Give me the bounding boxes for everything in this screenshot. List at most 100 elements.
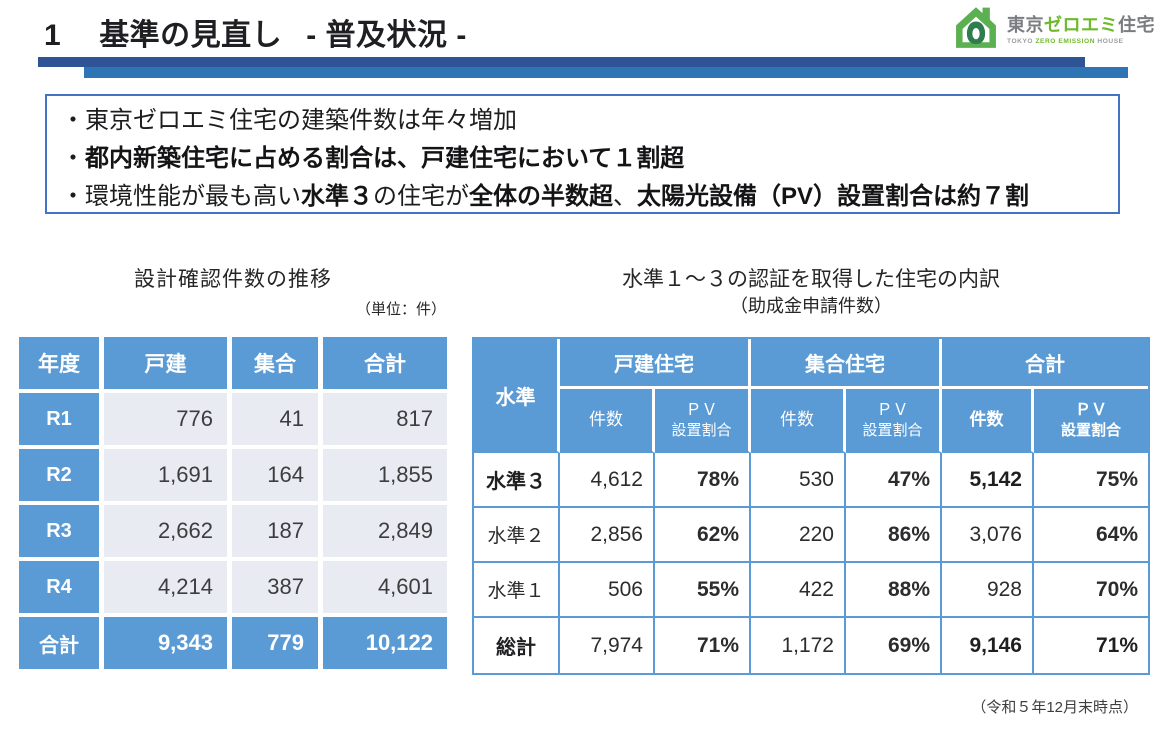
- certification-breakdown-section: 水準１～３の認証を取得した住宅の内訳 （助成金申請件数） 水準 戸建住宅 集合住…: [472, 266, 1150, 675]
- value-cell: 1,855: [323, 449, 447, 501]
- value-cell-total: 9,146: [942, 618, 1034, 673]
- pv-ratio-label: 設置割合: [1060, 422, 1121, 440]
- group-header-detached: 戸建住宅: [560, 339, 751, 389]
- table-row: R2 1,691 164 1,855: [19, 449, 447, 501]
- logo-name-part: 住宅: [1118, 15, 1155, 36]
- value-cell: 7,974: [560, 618, 655, 673]
- grand-total-row: 総計 7,974 71% 1,172 69% 9,146 71%: [474, 618, 1148, 673]
- row-label: R4: [19, 561, 99, 613]
- bullet-text-segment: 水準３: [301, 183, 373, 210]
- bullet-text-segment: 太陽光設備（PV）設置割合は約７割: [637, 183, 1030, 210]
- column-header-year: 年度: [19, 337, 99, 389]
- row-label-level1: 水準１: [474, 563, 560, 618]
- pv-ratio-cell-total: 71%: [1034, 618, 1148, 673]
- value-cell: 2,662: [104, 505, 227, 557]
- pv-ratio-cell: 86%: [846, 508, 942, 563]
- sub-header-row: 件数 ＰＶ 設置割合 件数 ＰＶ 設置割合 件数 ＰＶ 設置割合: [474, 389, 1148, 453]
- value-cell: 3,076: [942, 508, 1034, 563]
- row-label: R1: [19, 393, 99, 445]
- value-cell: 2,856: [560, 508, 655, 563]
- pv-label: ＰＶ: [1074, 402, 1107, 420]
- value-cell: 530: [751, 453, 846, 508]
- design-confirmation-section: 設計確認件数の推移 （単位：件） 年度 戸建 集合 合計 R1 776 41 8…: [14, 266, 452, 673]
- design-confirmation-table: 年度 戸建 集合 合計 R1 776 41 817 R2 1,691 164 1: [14, 333, 452, 673]
- value-cell: 220: [751, 508, 846, 563]
- right-table-subtitle: （助成金申請件数）: [730, 296, 892, 316]
- header-row: 年度 戸建 集合 合計: [19, 337, 447, 389]
- value-cell: 2,849: [323, 505, 447, 557]
- bullet-text-segment: の住宅が: [373, 183, 469, 210]
- value-cell-total: 779: [232, 617, 318, 669]
- pv-ratio-cell: 55%: [655, 563, 751, 618]
- bullet-text-segment: 全体の半数超: [469, 183, 613, 210]
- group-header-row: 水準 戸建住宅 集合住宅 合計: [474, 339, 1148, 453]
- right-table-frame: 水準 戸建住宅 集合住宅 合計 件数 ＰＶ 設置割合 件数 ＰＶ 設置割合 件数 Ｐ…: [472, 337, 1150, 675]
- pv-ratio-label: 設置割合: [862, 422, 923, 440]
- bullet-line: ・環境性能が最も高い水準３の住宅が全体の半数超、太陽光設備（PV）設置割合は約７…: [61, 178, 1104, 216]
- table-row: 水準３ 4,612 78% 530 47% 5,142 75%: [474, 453, 1148, 508]
- pv-label: ＰＶ: [685, 402, 718, 420]
- pv-ratio-cell: 64%: [1034, 508, 1148, 563]
- row-label: R3: [19, 505, 99, 557]
- pv-ratio-cell: 47%: [846, 453, 942, 508]
- page-title-text: 基準の見直し: [99, 19, 283, 52]
- value-cell: 1,172: [751, 618, 846, 673]
- sub-header-count: 件数: [560, 389, 655, 453]
- bullet-text-segment: 、: [613, 183, 637, 210]
- value-cell: 928: [942, 563, 1034, 618]
- pv-ratio-cell: 78%: [655, 453, 751, 508]
- bullet-line: ・東京ゼロエミ住宅の建築件数は年々増加: [61, 102, 1104, 140]
- certification-breakdown-table: 水準 戸建住宅 集合住宅 合計 件数 ＰＶ 設置割合 件数 ＰＶ 設置割合 件数 Ｐ…: [474, 339, 1148, 673]
- bullet-line: ・都内新築住宅に占める割合は、戸建住宅において１割超: [61, 140, 1104, 178]
- sub-header-pv-ratio: ＰＶ 設置割合: [655, 389, 751, 453]
- pv-ratio-cell: 69%: [846, 618, 942, 673]
- column-header-total: 合計: [323, 337, 447, 389]
- right-table-title: 水準１～３の認証を取得した住宅の内訳: [622, 268, 1000, 291]
- table-row: 水準２ 2,856 62% 220 86% 3,076 64%: [474, 508, 1148, 563]
- value-cell: 817: [323, 393, 447, 445]
- pv-ratio-cell: 75%: [1034, 453, 1148, 508]
- title-underline-dark: [38, 57, 1085, 67]
- pv-label: ＰＶ: [876, 402, 909, 420]
- column-header-detached: 戸建: [104, 337, 227, 389]
- row-label-total: 合計: [19, 617, 99, 669]
- table-row: 水準１ 506 55% 422 88% 928 70%: [474, 563, 1148, 618]
- bullet-text-segment: ・: [61, 145, 85, 172]
- value-cell: 41: [232, 393, 318, 445]
- logo-name-part: 東京: [1007, 15, 1044, 36]
- sub-header-count-total: 件数: [942, 389, 1034, 453]
- left-table-title: 設計確認件数の推移: [134, 268, 332, 291]
- page-title-suffix: - 普及状況 -: [306, 19, 467, 52]
- value-cell: 164: [232, 449, 318, 501]
- pv-ratio-cell: 62%: [655, 508, 751, 563]
- sub-header-pv-ratio: ＰＶ 設置割合: [846, 389, 942, 453]
- row-label-grand-total: 総計: [474, 618, 560, 673]
- value-cell: 4,601: [323, 561, 447, 613]
- pv-ratio-label: 設置割合: [671, 422, 732, 440]
- table-row: R4 4,214 387 4,601: [19, 561, 447, 613]
- value-cell: 4,612: [560, 453, 655, 508]
- value-cell: 422: [751, 563, 846, 618]
- bullet-text-segment: ・東京ゼロエミ住宅の建築件数は年々増加: [61, 107, 517, 134]
- group-header-total: 合計: [942, 339, 1148, 389]
- value-cell-total: 5,142: [942, 453, 1034, 508]
- corner-header-level: 水準: [474, 339, 560, 453]
- value-cell: 506: [560, 563, 655, 618]
- title-underline-light: [84, 67, 1128, 78]
- pv-ratio-cell: 71%: [655, 618, 751, 673]
- house-icon: [950, 2, 1002, 59]
- summary-box: ・東京ゼロエミ住宅の建築件数は年々増加 ・都内新築住宅に占める割合は、戸建住宅に…: [45, 94, 1120, 214]
- page-title-number: 1: [44, 19, 62, 52]
- sub-header-count: 件数: [751, 389, 846, 453]
- value-cell: 187: [232, 505, 318, 557]
- bullet-text-segment: ・環境性能が最も高い: [61, 183, 301, 210]
- logo-text: 東京ゼロエミ住宅 TOKYO ZERO EMISSION HOUSE: [1007, 15, 1155, 45]
- pv-ratio-cell: 70%: [1034, 563, 1148, 618]
- logo-name-part: ゼロエミ: [1044, 15, 1118, 36]
- logo-tagline-part: ZERO EMISSION: [1035, 37, 1096, 45]
- table-row: R1 776 41 817: [19, 393, 447, 445]
- row-label-level3: 水準３: [474, 453, 560, 508]
- group-header-multi: 集合住宅: [751, 339, 942, 389]
- sub-header-pv-ratio-total: ＰＶ 設置割合: [1034, 389, 1148, 453]
